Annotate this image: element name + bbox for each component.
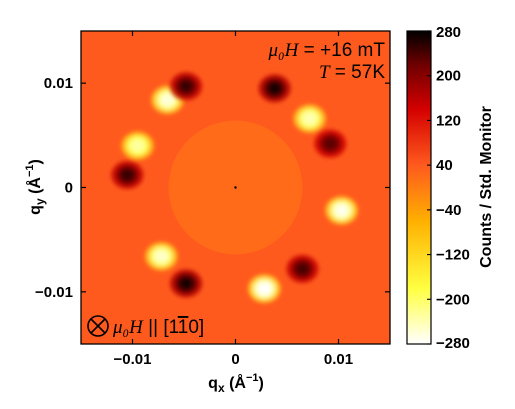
spot-9: [170, 269, 203, 298]
spot-11: [111, 160, 144, 189]
colorbar-tick-label: 200: [436, 68, 461, 85]
colorbar: 280 200 120 40 −40 −120 −200 −280 Counts / Std.…: [406, 24, 495, 352]
x-axis-title: qx (Å−1): [208, 372, 264, 395]
bragg-spots: [111, 72, 358, 303]
heatmap: −0.01 0 0.01 0.01 0 −0.01: [35, 30, 391, 368]
y-tick-label: 0.01: [44, 75, 73, 92]
colorbar-tick-label: −120: [436, 247, 470, 264]
spot-4: [293, 104, 326, 133]
field-annotation: μ₀H = +16 mT: [268, 40, 386, 61]
spot-6: [325, 196, 358, 225]
colorbar-tick-label: −40: [436, 202, 461, 219]
x-tick-label: 0: [231, 351, 239, 368]
y-tick-label: −0.01: [35, 284, 73, 301]
spot-5: [314, 129, 347, 158]
field-direction-annotation: μ₀H || [110]: [87, 315, 204, 338]
beam-center-dot: [234, 186, 237, 189]
y-axis-title: qy (Å−1): [24, 159, 47, 215]
axis-ticks: −0.01 0 0.01 0.01 0 −0.01: [35, 31, 390, 368]
into-page-icon: [87, 315, 109, 337]
spot-7: [286, 254, 319, 283]
spot-2: [170, 72, 203, 101]
colorbar-tick-label: 40: [436, 157, 453, 174]
x-tick-label: −0.01: [114, 351, 152, 368]
x-tick-label: 0.01: [324, 351, 353, 368]
colorbar-tick-label: 280: [436, 24, 461, 41]
colorbar-gradient: [406, 30, 432, 345]
colorbar-tick-label: −200: [436, 291, 470, 308]
colorbar-title: Counts / Std. Monitor: [478, 106, 495, 268]
spot-10: [145, 242, 178, 271]
svg-text:μ₀H || [110]: μ₀H || [110]: [112, 317, 204, 338]
colorbar-tick-label: 120: [436, 112, 461, 129]
spot-3: [258, 74, 291, 103]
spot-12: [121, 131, 154, 160]
colorbar-ticks: 280 200 120 40 −40 −120 −200 −280: [427, 24, 470, 352]
spot-8: [248, 274, 281, 303]
colorbar-tick-label: −280: [436, 335, 470, 352]
temperature-annotation: T = 57K: [319, 62, 385, 83]
y-tick-label: 0: [65, 180, 73, 197]
